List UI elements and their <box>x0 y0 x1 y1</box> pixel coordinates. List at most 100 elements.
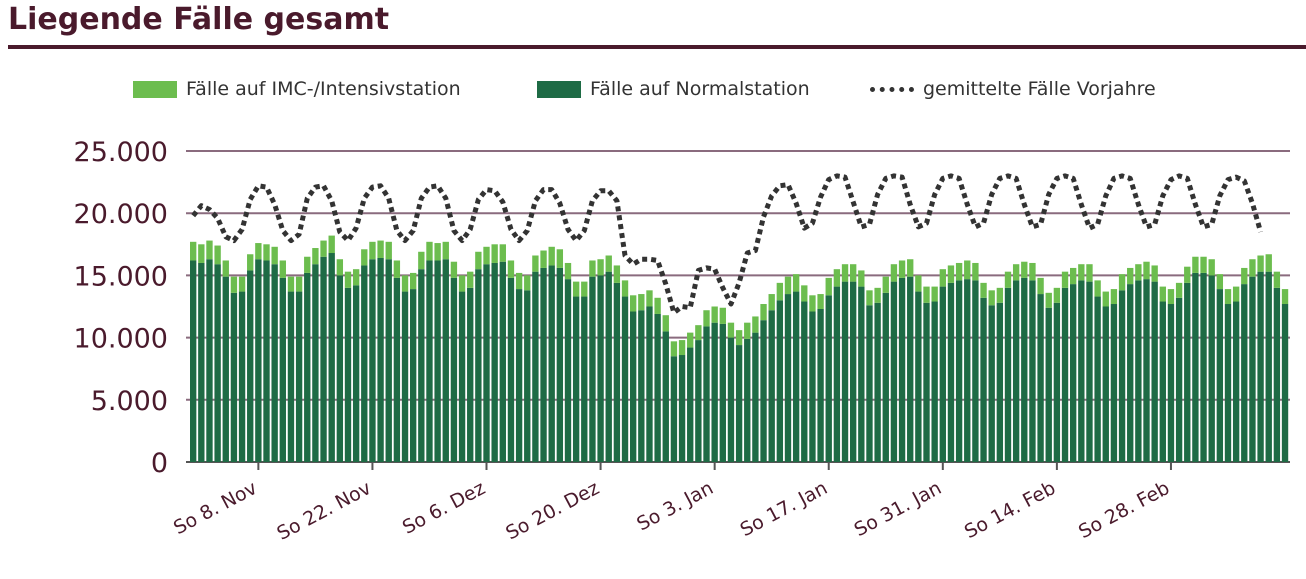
bar-imc <box>744 322 751 339</box>
bar-normal <box>1192 272 1199 462</box>
bar-normal <box>238 291 246 462</box>
bar-normal <box>711 322 718 462</box>
bar-imc <box>1012 264 1020 281</box>
bar-normal <box>1012 280 1020 462</box>
bar-normal <box>1167 304 1175 462</box>
bar-imc <box>923 286 930 303</box>
bar-normal <box>1070 284 1077 462</box>
bar-normal <box>255 259 262 462</box>
bar-imc <box>866 290 873 306</box>
bar-imc <box>1053 287 1061 303</box>
y-tick-label: 15.000 <box>74 261 168 292</box>
bar-imc <box>304 256 311 273</box>
bar-imc <box>1265 254 1272 272</box>
bar-normal <box>833 286 841 462</box>
bar-imc <box>369 241 376 260</box>
chart-title: Liegende Fälle gesamt <box>8 2 390 37</box>
bar-imc <box>1175 282 1183 298</box>
bar-normal <box>336 275 344 462</box>
bar-normal <box>1053 302 1061 462</box>
bar-normal <box>670 356 678 462</box>
bar-imc <box>882 276 889 293</box>
bar-normal <box>858 286 865 462</box>
bar-imc <box>947 265 955 283</box>
bar-imc <box>776 282 784 301</box>
bar-normal <box>1045 307 1052 462</box>
bar-normal <box>752 332 759 462</box>
bar-normal <box>442 259 449 462</box>
bar-normal <box>1061 287 1069 462</box>
x-tick-label: So 3. Jan <box>633 477 717 535</box>
bar-imc <box>646 290 653 307</box>
bar-normal <box>687 347 694 462</box>
bar-normal <box>450 277 458 462</box>
bar-imc <box>458 275 466 292</box>
bar-normal <box>1094 296 1101 462</box>
bar-imc <box>556 249 564 268</box>
bar-normal <box>320 256 327 462</box>
bar-normal <box>1037 294 1044 462</box>
bar-normal <box>499 261 506 462</box>
bar-imc <box>1224 289 1232 305</box>
bar-normal <box>1029 280 1036 462</box>
bar-imc <box>850 264 857 282</box>
x-axis: So 8. Nov So 22. Nov So 6. Dez So 20. Dez So… <box>170 462 1173 545</box>
bar-normal <box>344 287 352 462</box>
bar-normal <box>491 262 498 462</box>
bar-imc <box>955 262 963 281</box>
bars <box>190 235 1289 462</box>
bar-normal <box>1004 287 1012 462</box>
bar-imc <box>393 260 401 278</box>
bar-imc <box>874 287 881 303</box>
bar-normal <box>524 290 531 462</box>
bar-normal <box>1110 304 1118 462</box>
x-tick-label: So 14. Feb <box>961 477 1059 543</box>
bar-imc <box>1118 274 1126 291</box>
bar-normal <box>678 355 686 462</box>
bar-normal <box>385 259 392 462</box>
bar-imc <box>980 282 987 298</box>
bar-imc <box>597 259 604 276</box>
bar-normal <box>1257 271 1264 462</box>
bar-imc <box>1273 271 1281 288</box>
bar-normal <box>1184 282 1191 462</box>
bar-normal <box>556 267 564 462</box>
bar-imc <box>279 260 286 278</box>
bar-normal <box>393 277 401 462</box>
bar-imc <box>915 275 922 292</box>
bar-imc <box>467 271 474 288</box>
bar-imc <box>214 245 221 265</box>
bar-imc <box>964 260 971 280</box>
bar-normal <box>1200 272 1207 462</box>
bar-normal <box>369 259 376 462</box>
bar-imc <box>1143 261 1150 280</box>
bar-imc <box>1135 264 1142 281</box>
bar-normal <box>1265 271 1272 462</box>
x-tick-label: So 8. Nov <box>170 477 261 539</box>
bar-imc <box>784 276 792 295</box>
bar-normal <box>744 338 751 462</box>
bar-normal <box>279 277 286 462</box>
bar-normal <box>564 279 572 462</box>
bar-imc <box>434 243 441 261</box>
bar-imc <box>532 255 539 272</box>
bar-normal <box>1127 284 1134 462</box>
bar-normal <box>1086 281 1093 462</box>
bar-imc <box>695 325 702 341</box>
bar-imc <box>475 251 482 270</box>
bar-imc <box>996 287 1004 303</box>
bar-normal <box>825 295 832 462</box>
bar-normal <box>263 260 270 462</box>
bar-normal <box>198 262 205 462</box>
bar-normal <box>271 264 278 462</box>
bar-imc <box>247 254 254 271</box>
bar-imc <box>1208 259 1215 276</box>
bar-imc <box>312 248 319 265</box>
x-tick-label: So 6. Dez <box>399 477 489 539</box>
bar-normal <box>426 260 433 462</box>
bar-normal <box>735 345 743 462</box>
bar-imc <box>1184 266 1191 283</box>
bar-normal <box>1175 297 1183 462</box>
bar-normal <box>1216 289 1224 462</box>
bar-normal <box>328 253 335 462</box>
